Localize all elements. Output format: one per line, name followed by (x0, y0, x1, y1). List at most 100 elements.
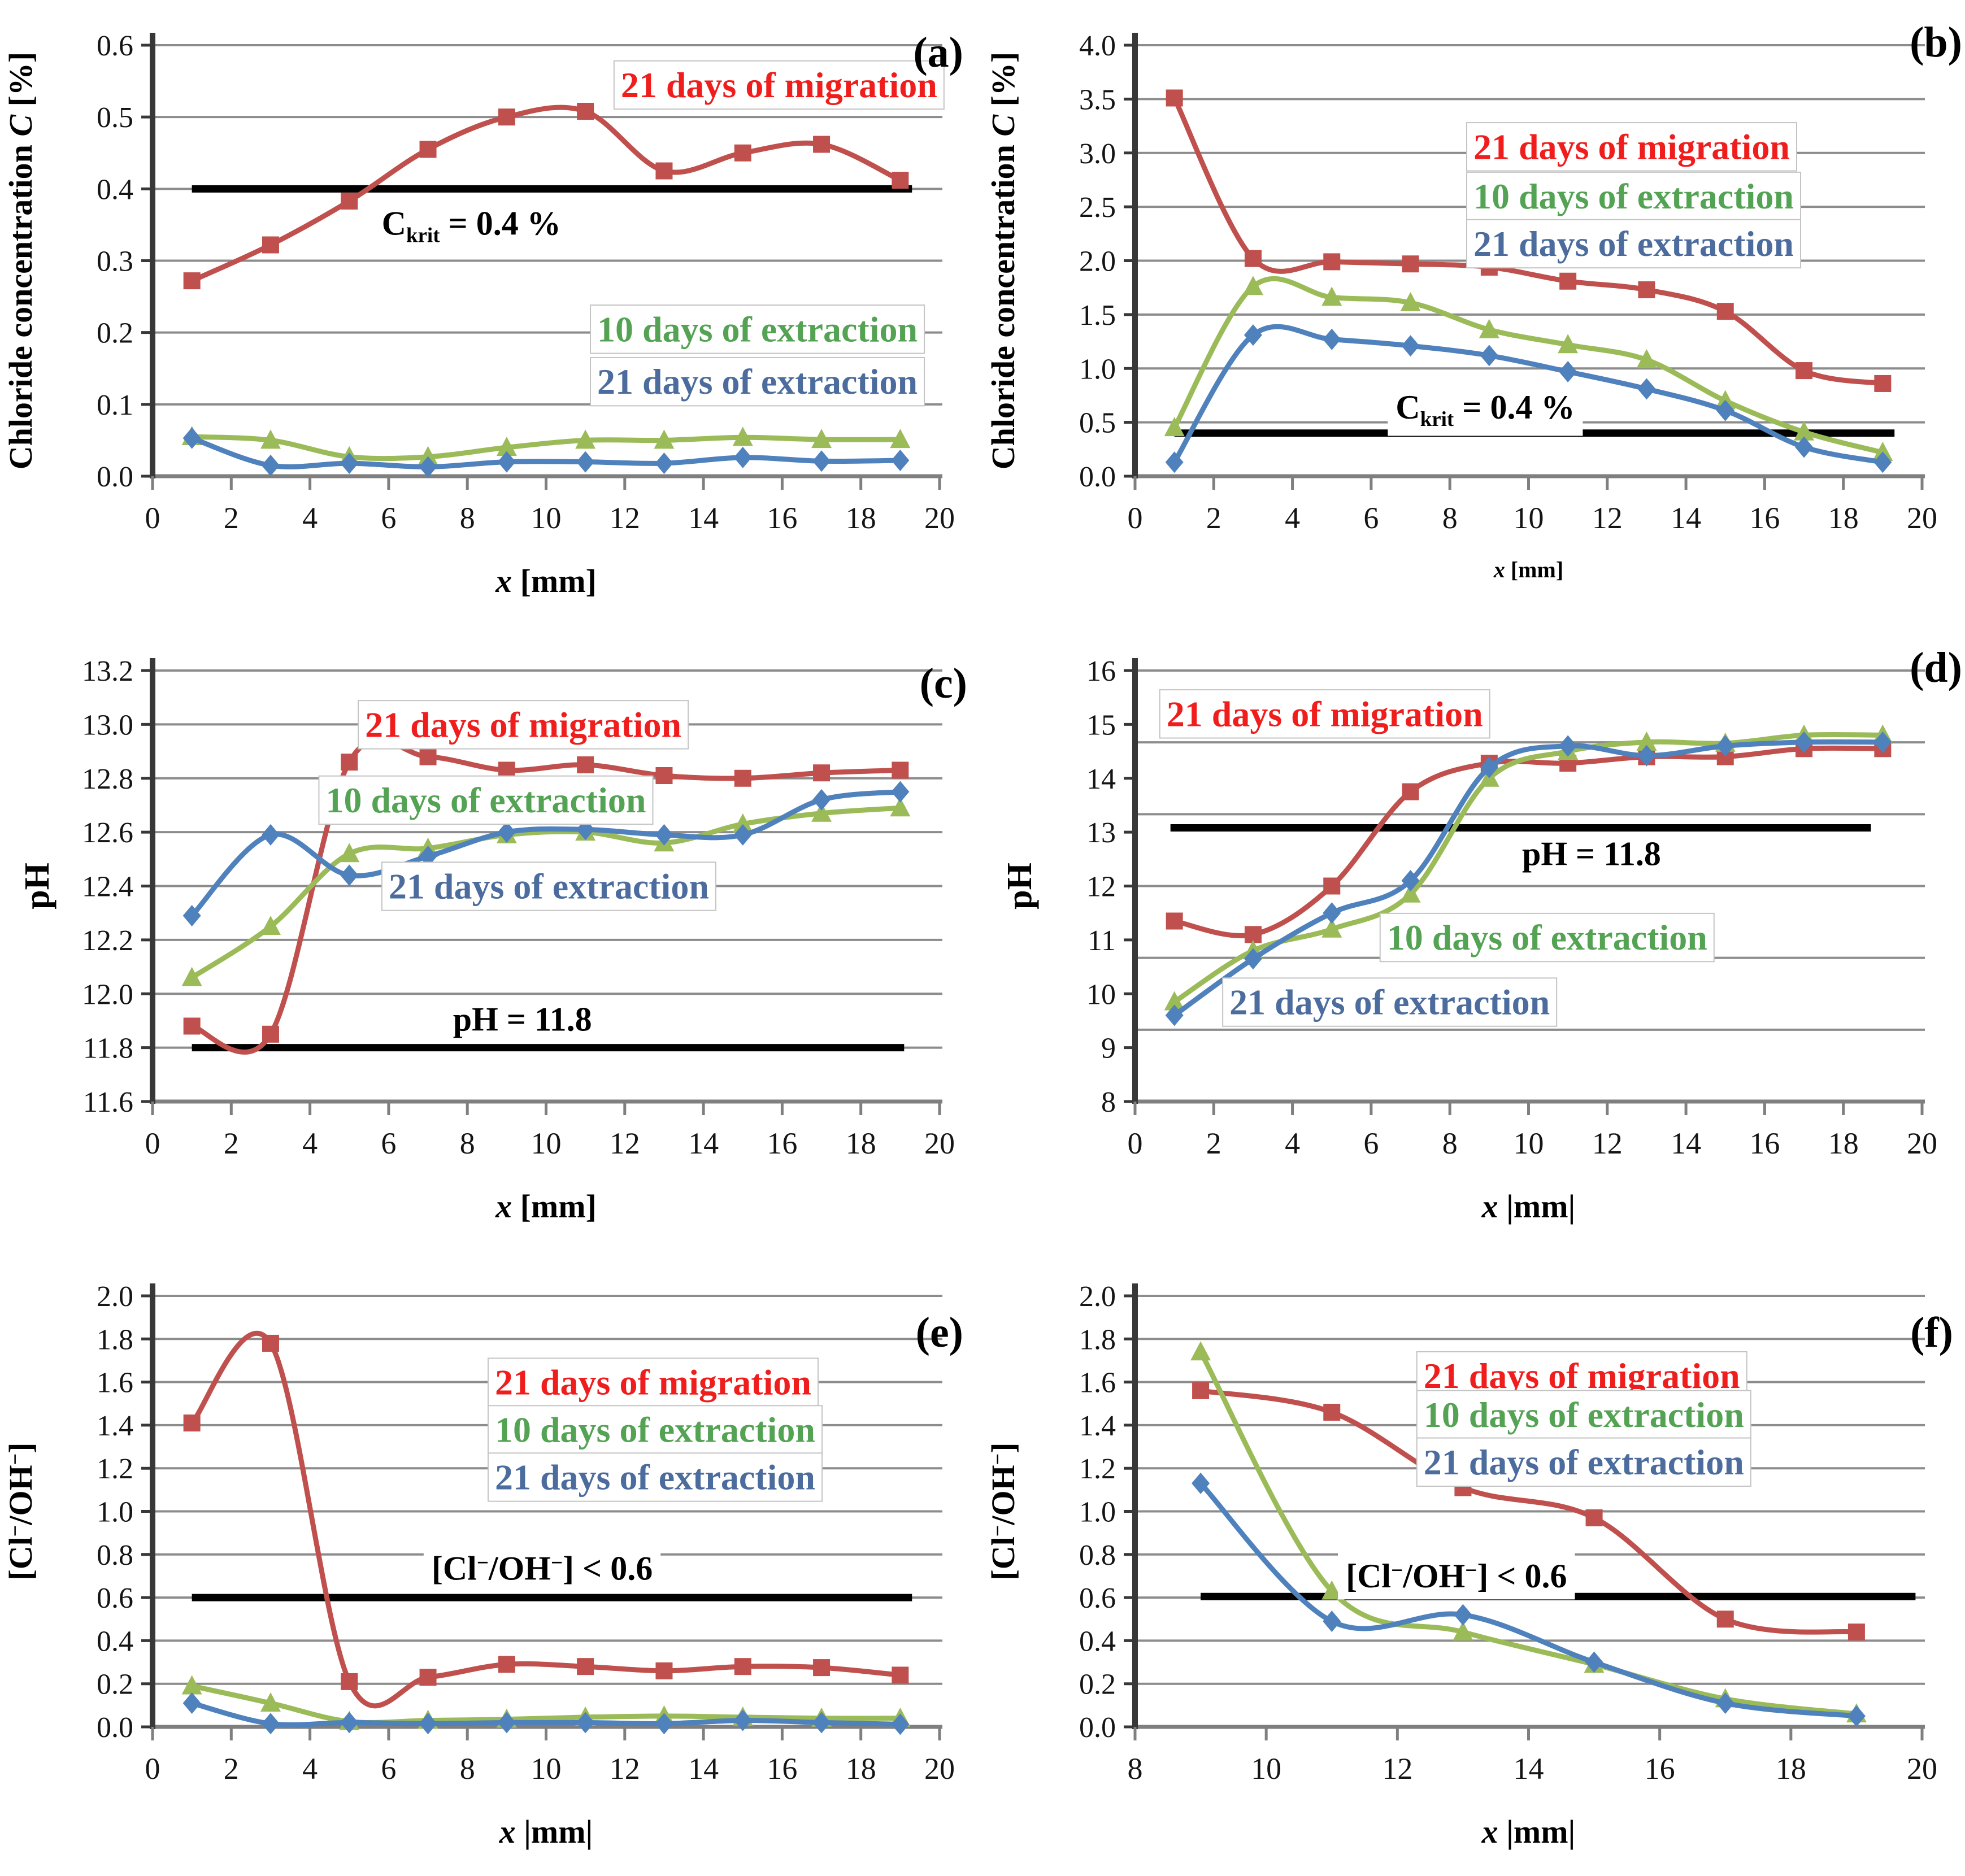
series-marker-diamond (497, 821, 516, 843)
legend-21-days-of-extraction: 21 days of extraction (1473, 224, 1794, 264)
y-tick-label: 0.0 (1079, 1712, 1116, 1744)
series-marker-square (892, 1666, 909, 1684)
y-tick-label: 0.8 (97, 1539, 133, 1572)
series-21-days-of-extraction (182, 1692, 910, 1735)
x-tick-label: 12 (1382, 1752, 1412, 1786)
y-tick-label: 9 (1101, 1033, 1116, 1065)
series-marker-square (498, 108, 515, 126)
x-tick-label: 18 (846, 1752, 876, 1786)
x-axis-title-c: x [mm] (495, 1188, 597, 1225)
series-10-days-of-extraction (1164, 276, 1893, 462)
series-marker-square (1796, 362, 1813, 380)
y-axis-ticks: 0.0 0.2 0.4 0.6 0.8 1.0 1.2 1.4 1.6 1.8 2.0 (97, 1281, 153, 1744)
panel-letter-f: (f) (1910, 1309, 1953, 1356)
series-marker-diamond (1637, 745, 1656, 767)
y-tick-label: 11.6 (83, 1086, 133, 1118)
legend-21-days-of-extraction: 21 days of extraction (389, 867, 709, 907)
series-marker-triangle (732, 426, 753, 446)
panel-letter-b: (b) (1910, 19, 1962, 66)
y-tick-label: 1.2 (97, 1453, 133, 1485)
x-tick-label: 10 (531, 1126, 562, 1160)
series-line (1172, 276, 1884, 455)
label-background (1159, 689, 1490, 739)
y-tick-label: 0.4 (1079, 1625, 1116, 1657)
legend-10-days-of-extraction: 10 days of extraction (1424, 1395, 1744, 1435)
series-marker-square (183, 1017, 201, 1035)
x-tick-label: 12 (1592, 501, 1623, 535)
x-tick-label: 18 (1776, 1752, 1806, 1786)
series-marker-diamond (1244, 324, 1262, 346)
x-tick-label: 8 (460, 1126, 475, 1160)
series-marker-square (1192, 1382, 1210, 1399)
y-tick-label: 2.5 (1079, 191, 1116, 224)
y-axis-title-c: pH (18, 863, 56, 909)
chart-b-svg: 0.0 0.5 1.0 1.5 2.0 2.5 3.0 3.5 4.0 0 2 4 6 8 10 12 14 16… (985, 19, 1962, 582)
series-marker-diamond (891, 781, 910, 803)
y-tick-label: 1.4 (1079, 1410, 1116, 1442)
x-tick-label: 4 (1285, 501, 1300, 535)
series-marker-diamond (1401, 869, 1420, 891)
series-21-days-of-migration (1166, 740, 1892, 943)
legend-21-days-of-migration: 21 days of migration (1167, 694, 1483, 734)
y-tick-label: 11 (1088, 925, 1116, 957)
label-background (423, 1545, 661, 1592)
x-tick-label: 20 (924, 1126, 955, 1160)
y-tick-label: 10 (1086, 978, 1116, 1011)
legend-10-days-of-extraction: 10 days of extraction (1387, 917, 1707, 957)
x-tick-label: 16 (1645, 1752, 1675, 1786)
threshold-label-c: pH = 11.8 (453, 1001, 592, 1038)
y-tick-label: 0.0 (97, 461, 133, 493)
series-marker-triangle (181, 967, 202, 986)
label-background (1466, 219, 1802, 269)
y-tick-label: 15 (1086, 709, 1116, 741)
series-marker-diamond (340, 1712, 359, 1734)
x-tick-label: 18 (846, 1126, 876, 1160)
series-21-days-of-migration (183, 1330, 909, 1709)
y-tick-label: 0.6 (1079, 1582, 1116, 1614)
y-tick-label: 3.0 (1079, 138, 1116, 170)
panel-letter-a: (a) (913, 29, 963, 76)
y-tick-label: 1.0 (97, 1496, 133, 1529)
series-marker-triangle (260, 429, 281, 449)
y-tick-label: 0.0 (97, 1712, 133, 1744)
x-axis-title-a: x [mm] (495, 563, 597, 599)
series-marker-diamond (733, 1709, 752, 1731)
label-background (590, 304, 925, 354)
series-marker-square (734, 144, 751, 162)
label-background (487, 1405, 823, 1455)
series-marker-square (341, 754, 358, 771)
threshold-label-a: Ckrit = 0.4 % (382, 204, 561, 247)
x-axis-ticks: 0 2 4 6 8 10 12 14 16 18 20 (1128, 476, 1937, 535)
x-tick-label: 20 (1907, 1126, 1937, 1160)
series-marker-diamond (576, 819, 595, 841)
x-tick-label: 6 (1363, 1126, 1379, 1160)
series-marker-diamond (261, 824, 280, 846)
series-21-days-of-extraction (1165, 731, 1892, 1026)
series-marker-triangle (1400, 883, 1421, 903)
y-axis-title-b: Chloride concentration C [%] (985, 52, 1021, 469)
y-tick-label: 16 (1086, 655, 1116, 687)
panel-letter-c: (c) (920, 660, 967, 707)
series-marker-square (813, 764, 831, 782)
series-marker-triangle (260, 916, 281, 935)
y-axis-ticks: 8 9 10 11 12 13 14 15 16 (1086, 655, 1135, 1118)
x-tick-label: 20 (924, 1752, 955, 1786)
series-marker-diamond (891, 1713, 910, 1735)
chart-a-svg: 0.0 0.1 0.2 0.3 0.4 0.5 0.6 0 2 4 6 8 10 12 14 16 18 20 Ck… (2, 29, 963, 599)
series-marker-diamond (340, 864, 359, 886)
y-tick-label: 12.0 (82, 978, 133, 1011)
series-marker-square (813, 1659, 831, 1677)
series-marker-diamond (655, 824, 673, 846)
y-tick-label: 1.8 (97, 1324, 133, 1356)
series-marker-triangle (732, 813, 753, 833)
x-tick-label: 8 (1442, 1126, 1458, 1160)
series-marker-square (1874, 375, 1892, 392)
label-background (1379, 912, 1715, 963)
label-background (381, 861, 716, 911)
y-tick-label: 0.4 (97, 173, 133, 206)
chart-e-svg: 0.0 0.2 0.4 0.6 0.8 1.0 1.2 1.4 1.6 1.8 2.0 0 2 4 6 8 10… (2, 1281, 963, 1850)
x-tick-label: 2 (1206, 1126, 1221, 1160)
series-marker-diamond (261, 454, 280, 476)
x-tick-label: 10 (531, 501, 562, 535)
